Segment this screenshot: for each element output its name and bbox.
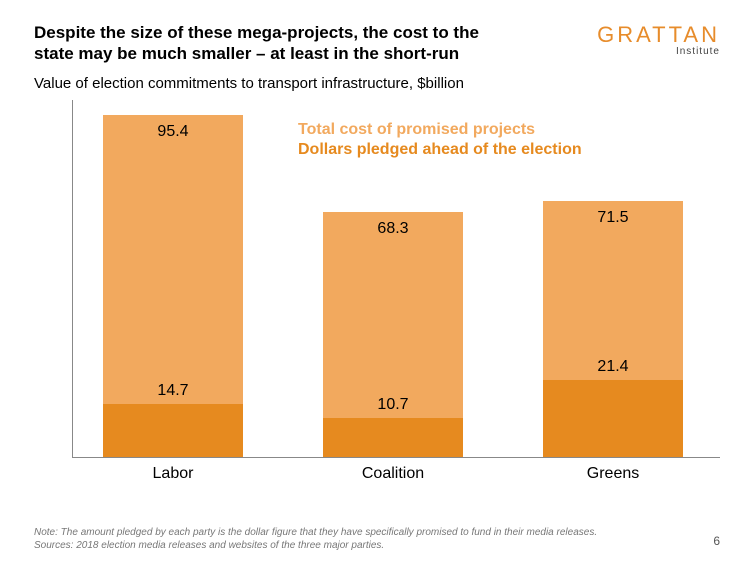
chart-subtitle: Value of election commitments to transpo… bbox=[34, 75, 720, 92]
header: Despite the size of these mega-projects,… bbox=[34, 22, 720, 65]
footnote-sources: Sources: 2018 election media releases an… bbox=[34, 540, 720, 553]
x-axis-label: Labor bbox=[103, 465, 243, 483]
value-label-bottom: 21.4 bbox=[543, 358, 683, 376]
bar-bottom-segment bbox=[103, 404, 243, 457]
value-label-top: 95.4 bbox=[103, 123, 243, 141]
value-label-top: 68.3 bbox=[323, 220, 463, 238]
bar-greens: 71.521.4Greens bbox=[543, 99, 683, 457]
grattan-logo: GRATTAN Institute bbox=[597, 22, 720, 57]
logo-main: GRATTAN bbox=[597, 22, 720, 48]
value-label-bottom: 14.7 bbox=[103, 382, 243, 400]
value-label-bottom: 10.7 bbox=[323, 396, 463, 414]
value-label-top: 71.5 bbox=[543, 209, 683, 227]
bar-coalition: 68.310.7Coalition bbox=[323, 99, 463, 457]
slide: Despite the size of these mega-projects,… bbox=[0, 0, 754, 566]
bar-labor: 95.414.7Labor bbox=[103, 99, 243, 457]
bar-bottom-segment bbox=[323, 418, 463, 456]
footnote: Note: The amount pledged by each party i… bbox=[34, 527, 720, 552]
plot-area: Total cost of promised projects Dollars … bbox=[72, 100, 720, 458]
slide-title: Despite the size of these mega-projects,… bbox=[34, 22, 514, 65]
bar-bottom-segment bbox=[543, 380, 683, 457]
chart: Total cost of promised projects Dollars … bbox=[34, 100, 720, 488]
footnote-note: Note: The amount pledged by each party i… bbox=[34, 527, 720, 540]
x-axis-label: Greens bbox=[543, 465, 683, 483]
page-number: 6 bbox=[713, 534, 720, 548]
x-axis-label: Coalition bbox=[323, 465, 463, 483]
